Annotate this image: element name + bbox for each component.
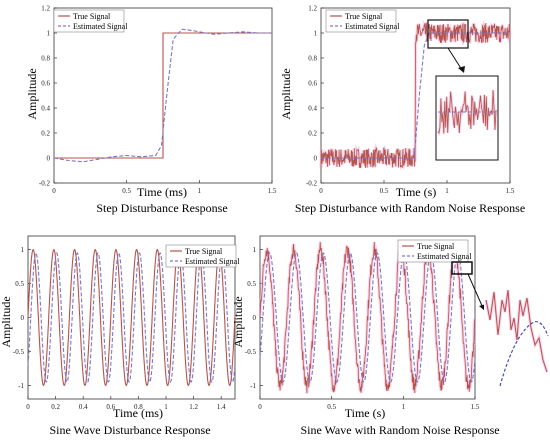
y-axis-label: Amplitude: [279, 68, 293, 119]
x-axis-label: Time (s): [396, 185, 437, 199]
legend-label-true: True Signal: [73, 12, 111, 21]
x-tick-label: 0.5: [122, 187, 131, 195]
x-axis-label: Time (ms): [113, 406, 163, 420]
x-tick-label: 0.8: [134, 403, 143, 411]
y-tick-label: 0.2: [41, 130, 50, 138]
y-tick-label: -1: [250, 382, 256, 390]
panel-step-disturbance: 0 0.5 1 1.5-0.200.20.40.60.811.2 Time (ms) …: [25, 5, 277, 216]
zoom-inset-marks: [484, 289, 549, 387]
x-axis-label: Time (ms): [137, 185, 187, 199]
y-tick-label: 0.2: [308, 130, 317, 138]
y-tick-label: 1: [314, 30, 318, 38]
zoom-arrow: [447, 47, 463, 71]
y-tick-label: 1: [47, 30, 51, 38]
y-tick-label: -0.2: [39, 180, 51, 188]
zoom-inset: [451, 261, 549, 390]
x-tick-label: 1.5: [268, 187, 277, 195]
legend: True Signal Estimated Signal: [53, 9, 128, 33]
x-tick-label: 1: [198, 187, 202, 195]
y-tick-label: 1.2: [41, 5, 50, 13]
x-tick-label: 0.2: [51, 403, 60, 411]
x-tick-label: 1.2: [189, 403, 198, 411]
legend-label-true: True Signal: [345, 12, 383, 21]
x-tick-label: 0.4: [79, 403, 88, 411]
y-tick-label: -0.5: [245, 348, 257, 356]
y-tick-label: 0.4: [41, 105, 50, 113]
panel-marks: 0 0.5 1 1.5-0.200.20.40.60.811.2: [39, 5, 277, 196]
x-tick-label: 1: [445, 187, 449, 195]
legend-label-estimated: Estimated Signal: [345, 22, 400, 31]
x-tick-label: 0: [26, 403, 30, 411]
zoom-inset-marks: [436, 90, 498, 137]
series-line-true-signal: [320, 22, 511, 169]
x-tick-label: 0.5: [327, 403, 336, 411]
panel-caption: Sine Wave with Random Noise Response: [300, 423, 499, 437]
x-tick-label: 1.5: [506, 187, 515, 195]
x-tick-label: 0.5: [380, 187, 389, 195]
y-tick-label: 0.5: [15, 280, 24, 288]
y-tick-label: 0.8: [308, 55, 317, 63]
zoom-inset: [427, 19, 499, 161]
y-tick-label: 1: [21, 246, 25, 254]
zoom-source-box: [451, 261, 473, 275]
y-tick-label: 0.6: [308, 80, 317, 88]
y-tick-label: 0: [21, 314, 25, 322]
legend-label-estimated: Estimated Signal: [185, 257, 240, 266]
panel-caption: Step Disturbance with Random Noise Respo…: [295, 201, 525, 215]
inset-true-signal: [437, 90, 497, 134]
y-tick-label: -1: [18, 382, 24, 390]
x-tick-label: 0.6: [106, 403, 115, 411]
series-line-true-signal: [259, 241, 476, 394]
series-line-estimated-signal: [53, 28, 272, 163]
y-tick-label: 0: [314, 155, 318, 163]
legend-box: [165, 244, 237, 268]
x-axis-label: Time (s): [345, 406, 386, 420]
x-tick-label: 0: [319, 187, 323, 195]
panel-step-noise: 0 0.5 1 1.5-0.200.20.40.60.811.2 Time (s) A…: [279, 5, 525, 216]
x-tick-label: 1: [402, 403, 406, 411]
legend: True Signal Estimated Signal: [165, 244, 240, 268]
legend-label-true: True Signal: [185, 247, 223, 256]
panel-sine-noise: 0 0.5 1 1.5 -1 -0.5 0 0.5 1 Time (s) Amplitude S…: [231, 235, 549, 437]
y-tick-label: 0.5: [247, 280, 256, 288]
legend: True Signal Estimated Signal: [397, 239, 472, 263]
x-tick-label: 1.5: [471, 403, 480, 411]
inset-true-signal: [485, 289, 548, 373]
y-axis-label: Amplitude: [25, 68, 39, 119]
y-tick-label: 1.2: [308, 5, 317, 13]
x-tick-label: 0: [52, 187, 56, 195]
panel-marks: 0 0.5 1 1.5 -1 -0.5 0 0.5 1: [245, 235, 480, 411]
series-line-estimated-signal: [259, 252, 476, 383]
y-tick-label: 0: [47, 155, 51, 163]
y-tick-label: 0: [253, 314, 257, 322]
y-tick-label: 0.8: [41, 55, 50, 63]
panel-caption: Step Disturbance Response: [96, 201, 227, 215]
y-tick-label: 0.6: [41, 80, 50, 88]
panel-caption: Sine Wave Disturbance Response: [49, 423, 210, 437]
legend-label-estimated: Estimated Signal: [417, 252, 472, 261]
y-tick-label: -0.5: [13, 348, 25, 356]
inset-estimated-signal: [499, 321, 549, 387]
x-tick-label: 1: [164, 403, 168, 411]
legend-box: [53, 9, 125, 33]
legend-box: [325, 9, 397, 33]
zoom-arrow-head: [458, 66, 465, 73]
zoom-arrow: [467, 273, 484, 309]
legend: True Signal Estimated Signal: [325, 9, 400, 33]
x-tick-label: 1.4: [217, 403, 226, 411]
y-tick-label: 1: [253, 246, 257, 254]
y-tick-label: -0.2: [306, 180, 318, 188]
series-line-estimated-signal: [321, 32, 510, 159]
x-tick-label: 0: [258, 403, 262, 411]
y-axis-label: Amplitude: [231, 296, 245, 347]
y-axis-label: Amplitude: [0, 296, 13, 347]
legend-label-true: True Signal: [417, 242, 455, 251]
legend-label-estimated: Estimated Signal: [73, 22, 128, 31]
series-line-true-signal: [54, 32, 272, 159]
legend-box: [397, 239, 469, 263]
panel-sine-disturbance: 0 0.2 0.4 0.6 0.8 1 1.2 1.4 -1 -0.5 0 0.5 1 Time (ms…: [0, 235, 240, 437]
y-tick-label: 0.4: [308, 105, 317, 113]
